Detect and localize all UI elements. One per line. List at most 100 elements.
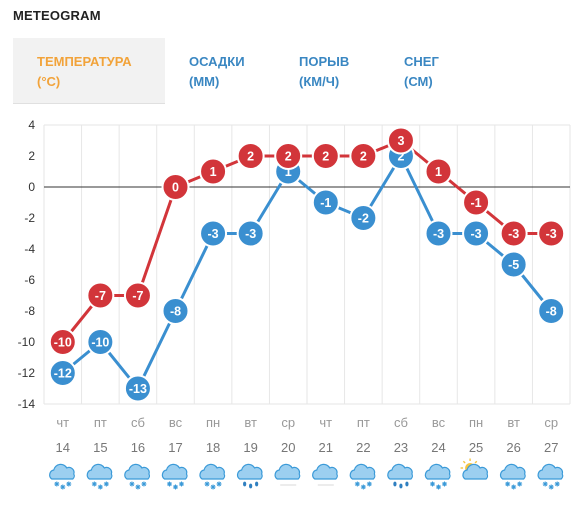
x-date-label: 17 — [168, 440, 182, 455]
x-day-label: вт — [507, 415, 520, 430]
y-tick-label: 4 — [28, 118, 35, 132]
tab-temperature[interactable]: ТЕМПЕРАТУРА (°C) — [13, 38, 165, 104]
cloud-shape — [312, 463, 338, 480]
data-label: -3 — [245, 227, 256, 241]
data-label: -8 — [170, 305, 181, 319]
cloud-snow-icon — [124, 463, 150, 490]
cloud-snow-icon — [86, 463, 113, 490]
cloud-snow-icon — [199, 463, 226, 490]
max-temperature-point: -3 — [537, 219, 566, 248]
raindrop — [405, 481, 409, 487]
raindrop — [249, 483, 253, 489]
min-temperature-point: -10 — [86, 328, 115, 356]
x-day-label: вт — [244, 415, 257, 430]
cloud-shape — [499, 463, 526, 480]
cloud-snow-icon — [424, 463, 451, 490]
data-label: -1 — [471, 196, 482, 210]
cloud-snow-icon — [537, 463, 564, 490]
data-label: 1 — [210, 165, 217, 179]
raindrop — [255, 481, 259, 487]
cloud-shape — [462, 463, 489, 480]
data-point-marker — [199, 157, 228, 186]
y-tick-label: 2 — [28, 149, 35, 163]
data-label: -7 — [132, 289, 143, 303]
data-label: -1 — [320, 196, 331, 210]
data-point-marker — [311, 188, 340, 217]
snowflake — [517, 481, 522, 487]
data-label: -3 — [208, 227, 219, 241]
tab-gust[interactable]: ПОРЫВ (КМ/Ч) — [275, 38, 379, 104]
data-label: 1 — [285, 165, 292, 179]
min-temperature-point: -3 — [462, 219, 491, 248]
cloud-rain-icon — [236, 463, 263, 489]
tab-precipitation[interactable]: ОСАДКИ (ММ) — [165, 38, 273, 104]
x-date-label: 18 — [206, 440, 220, 455]
min-temperature-point: -1 — [311, 188, 340, 217]
sun-cloud-icon — [460, 458, 489, 480]
meteogram-title: METEOGRAM — [13, 8, 101, 23]
raindrop — [243, 481, 247, 487]
y-tick-label: -12 — [18, 366, 36, 380]
data-point-marker — [386, 126, 415, 155]
snowflake — [173, 484, 178, 490]
x-day-label: пн — [206, 415, 220, 430]
data-label: 2 — [247, 150, 254, 164]
snowflake — [442, 481, 447, 487]
cloud-rain-icon — [387, 463, 413, 489]
snowflake — [216, 481, 222, 487]
snowflake — [511, 484, 516, 490]
tab-snow-unit: (СМ) — [404, 74, 433, 89]
cloud-shape — [49, 463, 75, 480]
max-temperature-point: 0 — [161, 173, 190, 201]
data-point-marker — [199, 219, 228, 248]
data-label: -2 — [358, 212, 369, 226]
y-tick-label: -14 — [18, 397, 36, 411]
min-temperature-point: -3 — [199, 219, 228, 248]
snowflake — [92, 481, 97, 487]
raindrop — [399, 483, 403, 489]
cloud-shape — [161, 463, 188, 480]
tab-snow[interactable]: СНЕГ (СМ) — [380, 38, 470, 104]
data-label: -3 — [546, 227, 557, 241]
min-temperature-point: -8 — [161, 297, 190, 325]
data-point-marker — [349, 142, 378, 170]
cloud-shape — [236, 463, 263, 480]
tab-precipitation-unit: (ММ) — [189, 74, 220, 89]
meteogram-tabs: ТЕМПЕРАТУРА (°C) ОСАДКИ (ММ) ПОРЫВ (КМ/Ч… — [13, 38, 573, 104]
data-point-marker — [274, 142, 303, 170]
snowflake — [549, 484, 554, 490]
min-temperature-point: -5 — [499, 250, 528, 279]
x-date-label: 22 — [356, 440, 370, 455]
snowflake — [555, 481, 560, 487]
snowflake — [98, 484, 103, 490]
data-label: 2 — [322, 150, 329, 164]
data-point-marker — [123, 281, 152, 310]
min-temperature-point: -3 — [236, 219, 265, 248]
max-temperature-point: 1 — [199, 157, 228, 186]
snowflake — [361, 484, 366, 490]
meteogram-chart: 4 2 0 -2 -4 -6 -8 -10 -12 -14 -12 -10 -13 -8 -3 -3 1 -1 -2… — [0, 108, 585, 511]
x-date-label: 25 — [469, 440, 483, 455]
data-label: -3 — [433, 227, 444, 241]
cloud-shape — [387, 463, 413, 480]
y-tick-label: -2 — [24, 211, 35, 225]
tab-snow-label: СНЕГ — [404, 54, 439, 69]
data-label: 0 — [172, 181, 179, 195]
x-day-label: ср — [544, 415, 558, 430]
data-label: 2 — [360, 150, 367, 164]
snowflake — [355, 481, 360, 487]
data-label: 2 — [397, 150, 404, 164]
snowflake — [436, 484, 441, 490]
data-label: -3 — [508, 227, 519, 241]
data-point-marker — [236, 142, 265, 170]
snowflake — [141, 481, 147, 487]
temperature-chart: 420-2-4-6-8-10-12-14-12-10-13-8-3 -31-1-2… — [18, 118, 571, 490]
max-temperature-point: 2 — [274, 142, 303, 170]
data-label: -12 — [54, 367, 72, 381]
cloud-shape — [199, 463, 226, 480]
data-point-marker — [161, 173, 190, 201]
data-point-marker — [86, 328, 115, 356]
snowflake — [135, 484, 141, 490]
x-day-label: пн — [469, 415, 483, 430]
tab-temperature-label: ТЕМПЕРАТУРА — [37, 54, 132, 69]
